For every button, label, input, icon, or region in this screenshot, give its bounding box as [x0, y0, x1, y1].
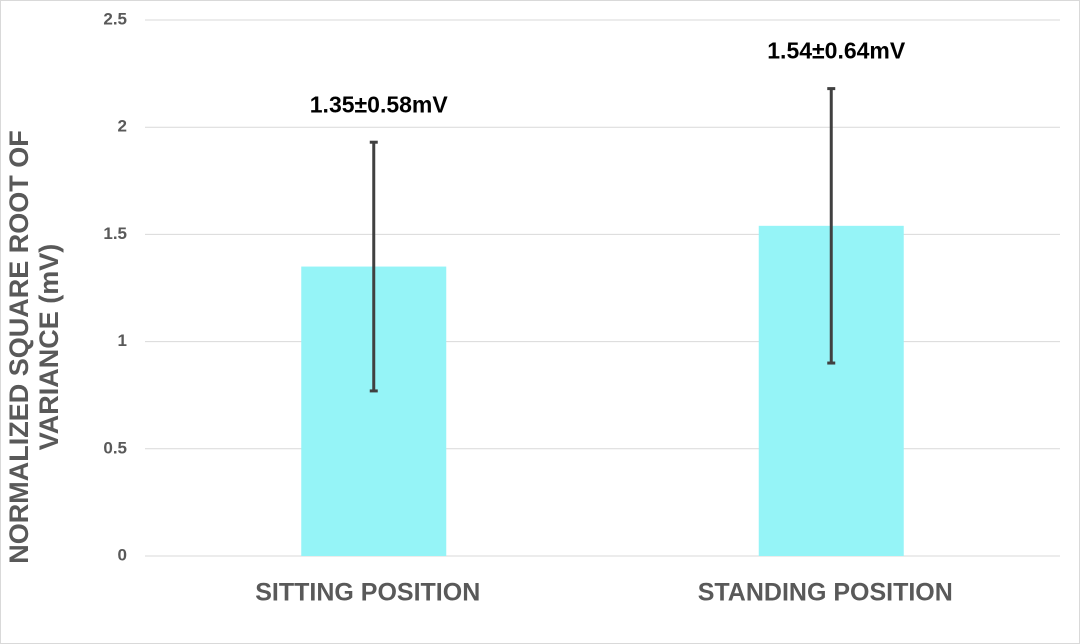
- y-tick-label: 2: [118, 117, 127, 136]
- y-tick-label: 1.5: [103, 224, 127, 243]
- y-tick-label: 0: [118, 545, 127, 564]
- value-label: 1.54±0.64mV: [767, 38, 906, 64]
- y-tick-label: 0.5: [103, 438, 127, 457]
- y-axis-label: NORMALIZED SQUARE ROOT OF VARIANCE (mV): [4, 130, 64, 564]
- error-bar: [369, 140, 378, 393]
- x-tick-label: STANDING POSITION: [698, 579, 953, 607]
- error-bar: [827, 87, 836, 365]
- y-tick-label: 1: [118, 331, 127, 350]
- y-tick-label: 2.5: [103, 9, 127, 28]
- x-tick-label: SITTING POSITION: [255, 579, 480, 607]
- value-label: 1.35±0.58mV: [310, 91, 449, 117]
